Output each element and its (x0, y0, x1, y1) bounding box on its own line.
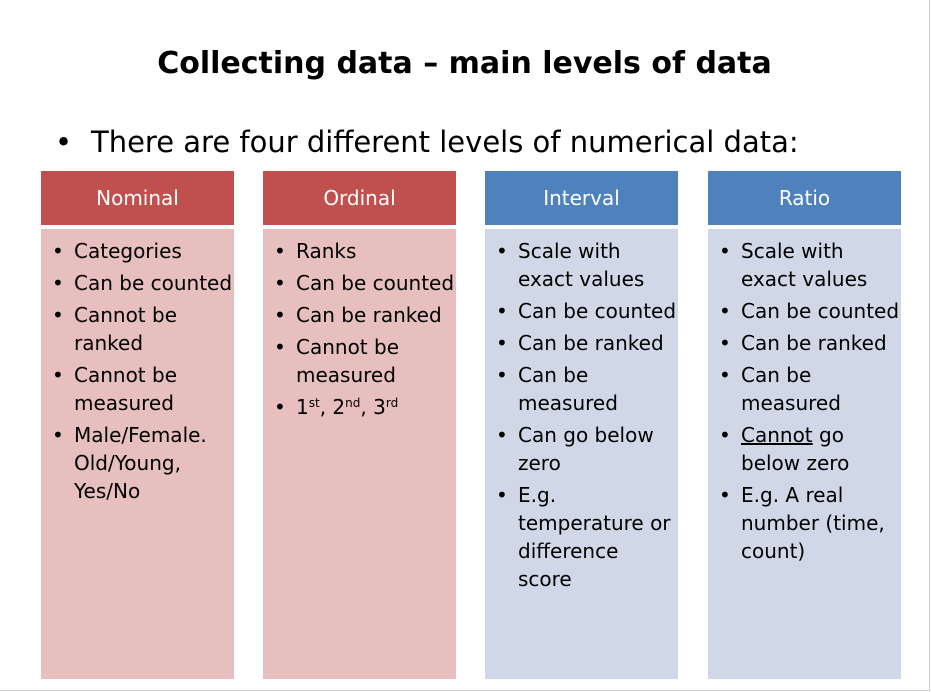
list-item: Scale with exact values (716, 237, 901, 293)
column-header-ordinal: Ordinal (262, 170, 457, 226)
list-item: Can be ranked (716, 329, 901, 357)
list-item: Can be measured (716, 361, 901, 417)
list-item: Categories (49, 237, 234, 265)
list-item-below-zero: Cannot go below zero (716, 421, 901, 477)
column-body-interval: Scale with exact values Can be counted C… (484, 228, 679, 680)
list-item: E.g. temperature or difference score (493, 481, 678, 593)
bullet-icon: • (55, 125, 73, 159)
list-item: Can go below zero (493, 421, 678, 477)
list-item: Can be counted (49, 269, 234, 297)
list-item: Cannot be measured (271, 333, 456, 389)
list-item: Can be ranked (493, 329, 678, 357)
intro-text: • There are four different levels of nume… (55, 122, 799, 162)
column-header-interval: Interval (484, 170, 679, 226)
list-item: Cannot be ranked (49, 301, 234, 357)
nominal-list: Categories Can be counted Cannot be rank… (49, 237, 234, 505)
column-header-nominal: Nominal (40, 170, 235, 226)
list-item: Can be counted (493, 297, 678, 325)
list-item: Can be ranked (271, 301, 456, 329)
list-item: Male/Female. Old/Young, Yes/No (49, 421, 234, 505)
list-item-ordinals: 1st, 2nd, 3rd (271, 393, 456, 421)
list-item: Ranks (271, 237, 456, 265)
column-header-ratio: Ratio (707, 170, 902, 226)
list-item: E.g. A real number (time, count) (716, 481, 901, 565)
ratio-list: Scale with exact values Can be counted C… (716, 237, 901, 565)
column-body-nominal: Categories Can be counted Cannot be rank… (40, 228, 235, 680)
column-body-ordinal: Ranks Can be counted Can be ranked Canno… (262, 228, 457, 680)
slide-title: Collecting data – main levels of data (157, 46, 772, 81)
list-item: Cannot be measured (49, 361, 234, 417)
list-item: Scale with exact values (493, 237, 678, 293)
list-item: Can be counted (271, 269, 456, 297)
interval-list: Scale with exact values Can be counted C… (493, 237, 678, 593)
intro-label: There are four different levels of numer… (91, 125, 799, 159)
list-item: Can be counted (716, 297, 901, 325)
column-body-ratio: Scale with exact values Can be counted C… (707, 228, 902, 680)
list-item: Can be measured (493, 361, 678, 417)
ordinal-list: Ranks Can be counted Can be ranked Canno… (271, 237, 456, 421)
